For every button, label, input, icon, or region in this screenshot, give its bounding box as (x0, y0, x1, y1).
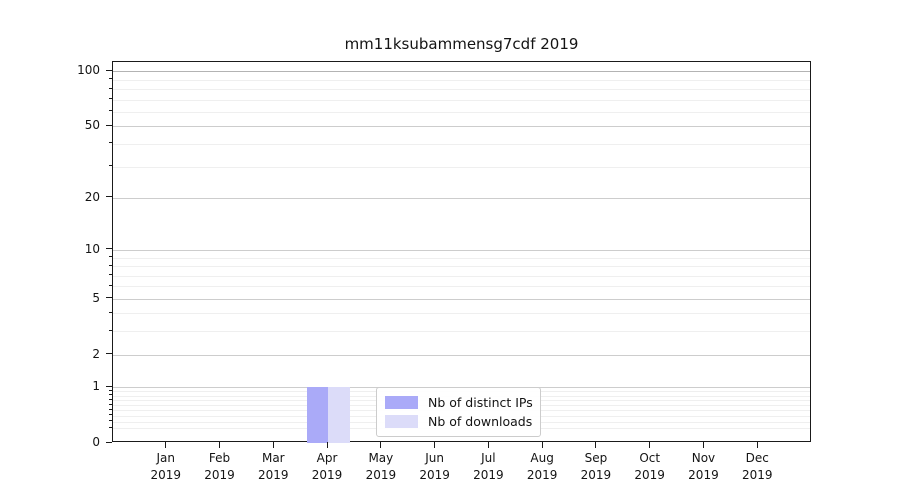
y-tick-mark (106, 248, 112, 250)
y-tick-mark (106, 353, 112, 355)
legend-entry-downloads: Nb of downloads (385, 414, 533, 429)
x-tick-label: May 2019 (365, 451, 397, 482)
bar-downloads (328, 387, 350, 443)
y-minor-tick-mark (109, 403, 112, 405)
x-tick-mark (326, 442, 328, 448)
gridline-minor (113, 275, 810, 277)
y-tick-label: 5 (92, 290, 100, 305)
y-minor-tick-mark (109, 394, 112, 396)
y-tick-mark (106, 297, 112, 299)
y-minor-tick-mark (109, 87, 112, 89)
y-tick-label: 20 (84, 189, 100, 204)
x-tick-mark (541, 442, 543, 448)
y-minor-tick-mark (109, 274, 112, 276)
y-tick-mark (106, 385, 112, 387)
gridline-major (113, 249, 810, 251)
gridline-minor (113, 257, 810, 259)
y-minor-tick-mark (109, 78, 112, 80)
y-tick-label: 100 (77, 63, 100, 78)
x-tick-mark (756, 442, 758, 448)
gridline-minor (113, 266, 810, 268)
gridline-minor (113, 99, 810, 101)
x-tick-mark (272, 442, 274, 448)
gridline-minor (113, 286, 810, 288)
x-tick-label: Jan 2019 (150, 451, 182, 482)
x-tick-label: Mar 2019 (258, 451, 289, 482)
y-minor-tick-mark (109, 408, 112, 410)
gridline-major (113, 197, 810, 199)
y-minor-tick-mark (109, 420, 112, 422)
y-minor-tick-mark (109, 110, 112, 112)
y-minor-tick-mark (109, 311, 112, 313)
y-tick-label: 10 (84, 241, 100, 256)
x-tick-mark (219, 442, 221, 448)
y-minor-tick-mark (109, 256, 112, 258)
gridline-minor (113, 313, 810, 315)
y-minor-tick-mark (109, 284, 112, 286)
legend-swatch-distinct-ips (385, 396, 418, 409)
x-tick-mark (165, 442, 167, 448)
y-tick-label: 50 (84, 118, 100, 133)
y-tick-mark (106, 124, 112, 126)
x-tick-mark (380, 442, 382, 448)
y-tick-label: 0 (92, 435, 100, 449)
y-minor-tick-mark (109, 389, 112, 391)
gridline-major (113, 126, 810, 128)
x-tick-label: Jul 2019 (473, 451, 504, 482)
x-tick-mark (487, 442, 489, 448)
x-tick-mark (434, 442, 436, 448)
legend-entry-distinct-ips: Nb of distinct IPs (385, 395, 533, 410)
y-minor-tick-mark (109, 142, 112, 144)
y-minor-tick-mark (109, 414, 112, 416)
gridline-minor (113, 89, 810, 91)
gridline-minor (113, 111, 810, 113)
y-minor-tick-mark (109, 329, 112, 331)
y-tick-mark (106, 441, 112, 443)
gridline-major (113, 71, 810, 73)
gridline-major (113, 298, 810, 300)
x-tick-label: Dec 2019 (741, 451, 773, 482)
gridline-minor (113, 79, 810, 81)
bar-distinct-ips (306, 387, 329, 443)
x-tick-label: Oct 2019 (634, 451, 665, 482)
y-minor-tick-mark (109, 264, 112, 266)
y-tick-label: 2 (92, 346, 100, 361)
gridline-major (113, 354, 810, 356)
x-tick-label: Jun 2019 (419, 451, 450, 482)
x-tick-label: Apr 2019 (311, 451, 343, 482)
x-tick-mark (702, 442, 704, 448)
x-tick-label: Nov 2019 (688, 451, 719, 482)
y-tick-mark (106, 69, 112, 71)
gridline-minor (113, 143, 810, 145)
legend-swatch-downloads (385, 415, 418, 428)
y-minor-tick-mark (109, 398, 112, 400)
y-minor-tick-mark (109, 426, 112, 428)
x-tick-label: Sep 2019 (580, 451, 612, 482)
chart-title: mm11ksubammensg7cdf 2019 (344, 35, 579, 53)
x-tick-mark (595, 442, 597, 448)
x-tick-label: Feb 2019 (204, 451, 235, 482)
y-minor-tick-mark (109, 165, 112, 166)
gridline-minor (113, 166, 810, 168)
legend-label-downloads: Nb of downloads (428, 414, 533, 429)
x-tick-mark (649, 442, 651, 448)
y-minor-tick-mark (109, 98, 112, 100)
plot-area (112, 61, 811, 443)
x-tick-label: Aug 2019 (526, 451, 558, 482)
legend-label-distinct-ips: Nb of distinct IPs (428, 395, 533, 410)
y-tick-mark (106, 196, 112, 198)
legend: Nb of distinct IPs Nb of downloads (376, 387, 541, 437)
gridline-minor (113, 331, 810, 333)
y-tick-label: 1 (92, 379, 100, 394)
